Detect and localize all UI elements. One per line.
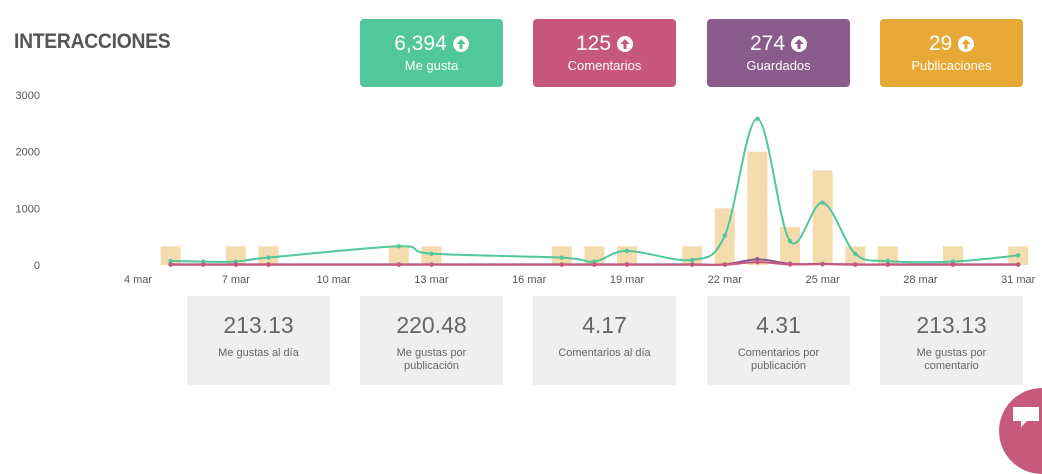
bar bbox=[943, 246, 963, 265]
arrow-up-icon bbox=[452, 36, 469, 52]
x-tick-label: 28 mar bbox=[903, 274, 938, 286]
data-point[interactable] bbox=[690, 262, 695, 267]
data-point[interactable] bbox=[820, 261, 825, 267]
kpi-saved-label: Guardados bbox=[746, 58, 811, 73]
data-point[interactable] bbox=[853, 262, 858, 267]
stat-value: 4.31 bbox=[756, 312, 801, 338]
data-point[interactable] bbox=[820, 200, 825, 205]
stat-label: Comentarios al día bbox=[558, 347, 651, 359]
bar bbox=[747, 151, 768, 265]
data-point[interactable] bbox=[168, 258, 173, 264]
bar bbox=[388, 246, 409, 265]
stat-comments-per-day: 4.17 Comentarios al día bbox=[533, 296, 676, 385]
stat-value: 213.13 bbox=[223, 312, 294, 338]
y-tick-label: 3000 bbox=[16, 90, 40, 102]
kpi-likes-label: Me gusta bbox=[404, 58, 459, 73]
x-tick-label: 19 mar bbox=[610, 274, 645, 286]
kpi-likes-value: 6,394 bbox=[394, 32, 447, 55]
x-tick-label: 25 mar bbox=[805, 274, 840, 286]
x-tick-label: 13 mar bbox=[414, 274, 449, 286]
data-point[interactable] bbox=[787, 239, 793, 244]
stat-label: Me gustas por publicación bbox=[396, 347, 467, 372]
arrow-up-icon bbox=[958, 36, 975, 52]
data-point[interactable] bbox=[624, 262, 630, 267]
stat-likes-per-post: 220.48 Me gustas por publicación bbox=[360, 296, 503, 385]
data-point[interactable] bbox=[201, 262, 206, 267]
data-point[interactable] bbox=[853, 251, 858, 256]
data-point[interactable] bbox=[168, 262, 173, 267]
data-point[interactable] bbox=[559, 262, 564, 267]
data-point[interactable] bbox=[396, 244, 401, 249]
data-point[interactable] bbox=[592, 262, 597, 267]
chat-icon bbox=[1013, 407, 1039, 427]
kpi-posts-value: 29 bbox=[928, 32, 953, 55]
stat-label: Me gustas al día bbox=[218, 347, 299, 359]
stat-comments-per-post: 4.31 Comentarios por publicación bbox=[707, 296, 850, 385]
data-point[interactable] bbox=[722, 262, 727, 267]
series-line bbox=[170, 117, 1019, 264]
data-point[interactable] bbox=[624, 248, 630, 254]
arrow-up-icon bbox=[617, 36, 634, 52]
data-point[interactable] bbox=[1016, 262, 1021, 267]
data-point[interactable] bbox=[266, 255, 271, 260]
stat-value: 220.48 bbox=[396, 312, 467, 338]
stat-value: 213.13 bbox=[916, 312, 987, 338]
bar bbox=[780, 227, 800, 265]
data-point[interactable] bbox=[755, 116, 760, 121]
data-point[interactable] bbox=[396, 262, 401, 267]
stat-likes-per-comment: 213.13 Me gustas por comentario bbox=[880, 296, 1023, 385]
y-tick-label: 2000 bbox=[16, 147, 40, 159]
stat-value: 4.17 bbox=[582, 312, 627, 338]
y-tick-label: 1000 bbox=[16, 203, 40, 215]
data-point[interactable] bbox=[755, 259, 760, 265]
kpi-saved-value: 274 bbox=[749, 32, 786, 55]
kpi-comments-label: Comentarios bbox=[567, 58, 642, 73]
data-point[interactable] bbox=[950, 262, 956, 267]
kpi-posts[interactable]: 29 Publicaciones bbox=[880, 19, 1023, 87]
data-point[interactable] bbox=[559, 255, 564, 260]
data-point[interactable] bbox=[233, 262, 238, 267]
data-point[interactable] bbox=[429, 251, 434, 256]
kpi-comments-value: 125 bbox=[575, 32, 612, 55]
data-point[interactable] bbox=[885, 258, 890, 264]
x-tick-label: 22 mar bbox=[708, 274, 743, 286]
data-point[interactable] bbox=[722, 233, 727, 238]
data-point[interactable] bbox=[885, 262, 890, 267]
data-point[interactable] bbox=[690, 257, 695, 263]
stat-label: Comentarios por publicación bbox=[737, 347, 820, 372]
data-point[interactable] bbox=[429, 262, 434, 267]
kpi-comments[interactable]: 125 Comentarios bbox=[533, 19, 676, 87]
x-tick-label: 10 mar bbox=[316, 274, 351, 286]
kpi-saved[interactable]: 274 Guardados bbox=[707, 19, 850, 87]
arrow-up-icon bbox=[791, 36, 808, 52]
stat-likes-per-day: 213.13 Me gustas al día bbox=[187, 296, 330, 385]
stat-label: Me gustas por comentario bbox=[916, 347, 987, 372]
data-point[interactable] bbox=[266, 262, 271, 267]
y-tick-label: 0 bbox=[34, 260, 40, 272]
x-tick-label: 16 mar bbox=[512, 274, 547, 286]
kpi-posts-label: Publicaciones bbox=[911, 58, 992, 73]
x-tick-label: 4 mar bbox=[124, 274, 152, 286]
kpi-likes[interactable]: 6,394 Me gusta bbox=[360, 19, 503, 87]
x-tick-label: 31 mar bbox=[1001, 274, 1036, 286]
section-title: INTERACCIONES bbox=[14, 30, 171, 53]
chat-widget-button[interactable] bbox=[999, 388, 1042, 474]
x-tick-label: 7 mar bbox=[222, 274, 250, 286]
interactions-chart: 3000 2000 1000 0 4 mar 7 mar 10 mar 13 mar 16 m… bbox=[16, 90, 1036, 286]
data-point[interactable] bbox=[787, 262, 793, 267]
bar bbox=[812, 170, 833, 265]
bar bbox=[682, 246, 703, 265]
data-point[interactable] bbox=[1016, 253, 1021, 258]
